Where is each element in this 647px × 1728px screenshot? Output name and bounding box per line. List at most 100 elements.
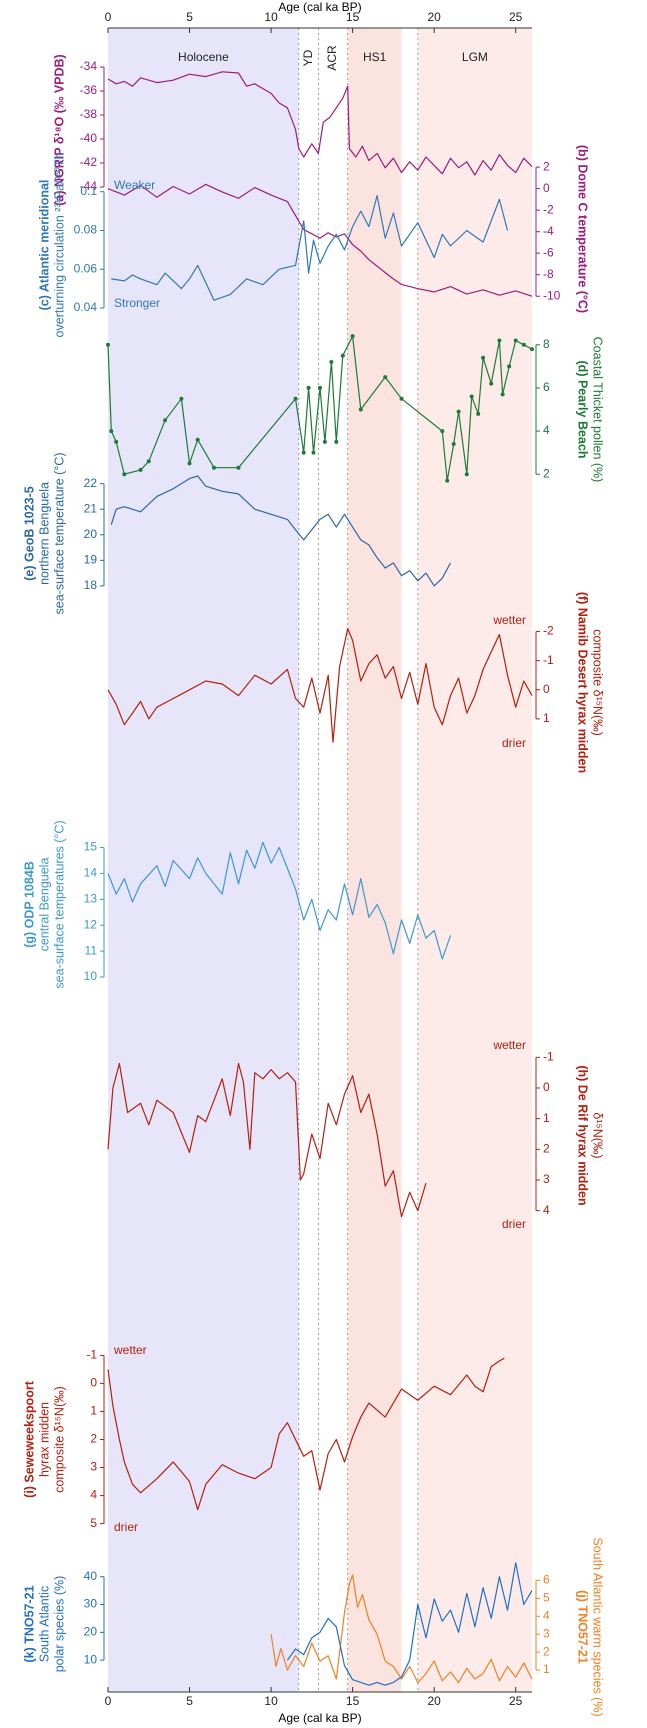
annotation: Stronger	[114, 296, 160, 310]
period-label: LGM	[462, 50, 488, 64]
series-line	[107, 1357, 505, 1511]
y-tick-label: 2	[543, 159, 550, 173]
y-tick-label: 5	[543, 1590, 550, 1604]
y-tick-label: 0	[90, 1376, 97, 1390]
y-tick-label: 14	[84, 866, 98, 880]
period-label: Holocene	[178, 50, 229, 64]
y-tick-label: -34	[80, 59, 98, 73]
y-tick-label: 3	[90, 1460, 97, 1474]
y-axis-title: (e) GeoB 1023-5	[22, 486, 36, 581]
data-point	[195, 437, 200, 442]
series-line	[107, 183, 533, 297]
x-tick-label: 0	[105, 1694, 112, 1708]
series-line	[286, 1562, 533, 1686]
y-axis-title: Coastal Thicket pollen (%)	[591, 337, 605, 483]
annotation: Weaker	[114, 178, 155, 192]
data-point	[187, 461, 192, 466]
y-axis-title: (f) Namib Desert hyrax midden	[576, 592, 590, 773]
y-tick-label: 15	[84, 840, 98, 854]
y-tick-label: -1	[86, 1348, 97, 1362]
data-point	[311, 450, 316, 455]
data-point	[507, 364, 512, 369]
annotation: drier	[502, 1217, 526, 1231]
period-band	[108, 28, 299, 1692]
y-tick-label: -8	[543, 267, 554, 281]
annotation: wetter	[492, 613, 526, 627]
y-axis-title: (b) Dome C temperature (°C)	[576, 145, 590, 313]
y-axis-title: sea-surface temperatures (°C)	[52, 820, 66, 988]
series-line	[107, 841, 452, 960]
y-axis-title: hyrax midden	[37, 1402, 51, 1477]
data-point	[440, 429, 445, 434]
x-tick-label: 25	[509, 10, 523, 24]
y-axis-title: sea-surface temperature (°C)	[52, 453, 66, 615]
y-tick-label: 4	[543, 1608, 550, 1622]
y-tick-label: 0.1	[80, 184, 97, 198]
x-tick-label: 15	[346, 10, 360, 24]
y-tick-label: -44	[80, 179, 98, 193]
data-point	[489, 381, 494, 386]
y-tick-label: -10	[543, 288, 561, 302]
y-tick-label: 4	[543, 423, 550, 437]
y-tick-label: 18	[84, 578, 98, 592]
data-point	[334, 439, 339, 444]
y-tick-label: 1	[543, 1662, 550, 1676]
y-tick-label: 2	[543, 1644, 550, 1658]
y-tick-label: -2	[543, 624, 554, 638]
annotation: wetter	[113, 1343, 147, 1357]
data-point	[293, 396, 298, 401]
x-tick-label: 5	[186, 10, 193, 24]
y-tick-label: -42	[80, 155, 98, 169]
data-point	[445, 478, 450, 483]
y-tick-label: 10	[84, 969, 98, 983]
y-tick-label: 3	[543, 1626, 550, 1640]
data-point	[383, 375, 388, 380]
y-tick-label: 3	[543, 1172, 550, 1186]
data-point	[146, 459, 151, 464]
data-point	[530, 347, 534, 352]
y-tick-label: 4	[90, 1488, 97, 1502]
data-point	[456, 409, 461, 414]
y-tick-label: 0.08	[74, 223, 98, 237]
data-point	[301, 450, 306, 455]
y-tick-label: 1	[543, 1111, 550, 1125]
y-axis-title: δ¹⁵N(‰)	[591, 1112, 605, 1158]
period-label: YD	[301, 49, 315, 66]
y-tick-label: 2	[543, 466, 550, 480]
series-line	[107, 71, 533, 176]
data-point	[451, 442, 456, 447]
y-axis-title: (a) NGRIP δ¹⁸O (‰ VPDB)	[52, 54, 66, 205]
data-point	[513, 338, 518, 343]
y-tick-label: 1	[90, 1404, 97, 1418]
x-tick-label: 20	[427, 10, 441, 24]
x-tick-label: 25	[509, 1694, 523, 1708]
x-tick-label: 15	[346, 1694, 360, 1708]
data-point	[318, 385, 322, 390]
y-axis-title: (g) ODP 1084B	[22, 861, 36, 948]
data-point	[163, 418, 168, 423]
series-line	[107, 335, 533, 482]
y-tick-label: 4	[543, 1203, 550, 1217]
y-axis-title: northern Benguela	[37, 482, 51, 585]
data-point	[497, 338, 502, 343]
series-line	[107, 628, 533, 743]
y-tick-label: 40	[84, 1569, 98, 1583]
series-line	[110, 475, 452, 587]
y-axis-title: (i) Seweweekspoort	[22, 1380, 36, 1498]
y-tick-label: 21	[84, 501, 98, 515]
annotation: drier	[114, 1520, 138, 1534]
y-tick-label: 20	[84, 527, 98, 541]
x-tick-label: 20	[427, 1694, 441, 1708]
data-point	[114, 439, 119, 444]
y-tick-label: -38	[80, 107, 98, 121]
period-band	[417, 28, 532, 1692]
data-point	[106, 342, 110, 347]
data-point	[350, 334, 355, 339]
y-axis-title: (c) Atlantic meridional	[37, 180, 51, 311]
y-tick-label: -1	[543, 653, 554, 667]
y-axis-title: (h) De Rif hyrax midden	[576, 1065, 590, 1205]
y-tick-label: -40	[80, 131, 98, 145]
data-point	[358, 407, 363, 412]
x-tick-label: 10	[264, 10, 278, 24]
